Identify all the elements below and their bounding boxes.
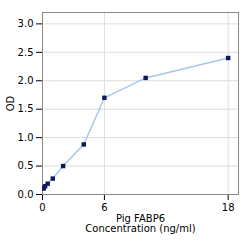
svg-text:1.5: 1.5 — [18, 103, 34, 114]
svg-text:Pig FABP6Concentration (ng/ml): Pig FABP6Concentration (ng/ml) — [85, 213, 195, 234]
svg-text:0: 0 — [39, 202, 45, 213]
svg-text:1.0: 1.0 — [18, 132, 34, 143]
svg-text:6: 6 — [101, 202, 107, 213]
svg-text:18: 18 — [222, 202, 235, 213]
svg-text:OD: OD — [5, 95, 16, 111]
svg-text:3.0: 3.0 — [18, 18, 34, 29]
svg-text:0.5: 0.5 — [18, 160, 34, 171]
svg-text:2.0: 2.0 — [18, 75, 34, 86]
svg-text:0.0: 0.0 — [18, 189, 34, 200]
svg-text:2.5: 2.5 — [18, 47, 34, 58]
